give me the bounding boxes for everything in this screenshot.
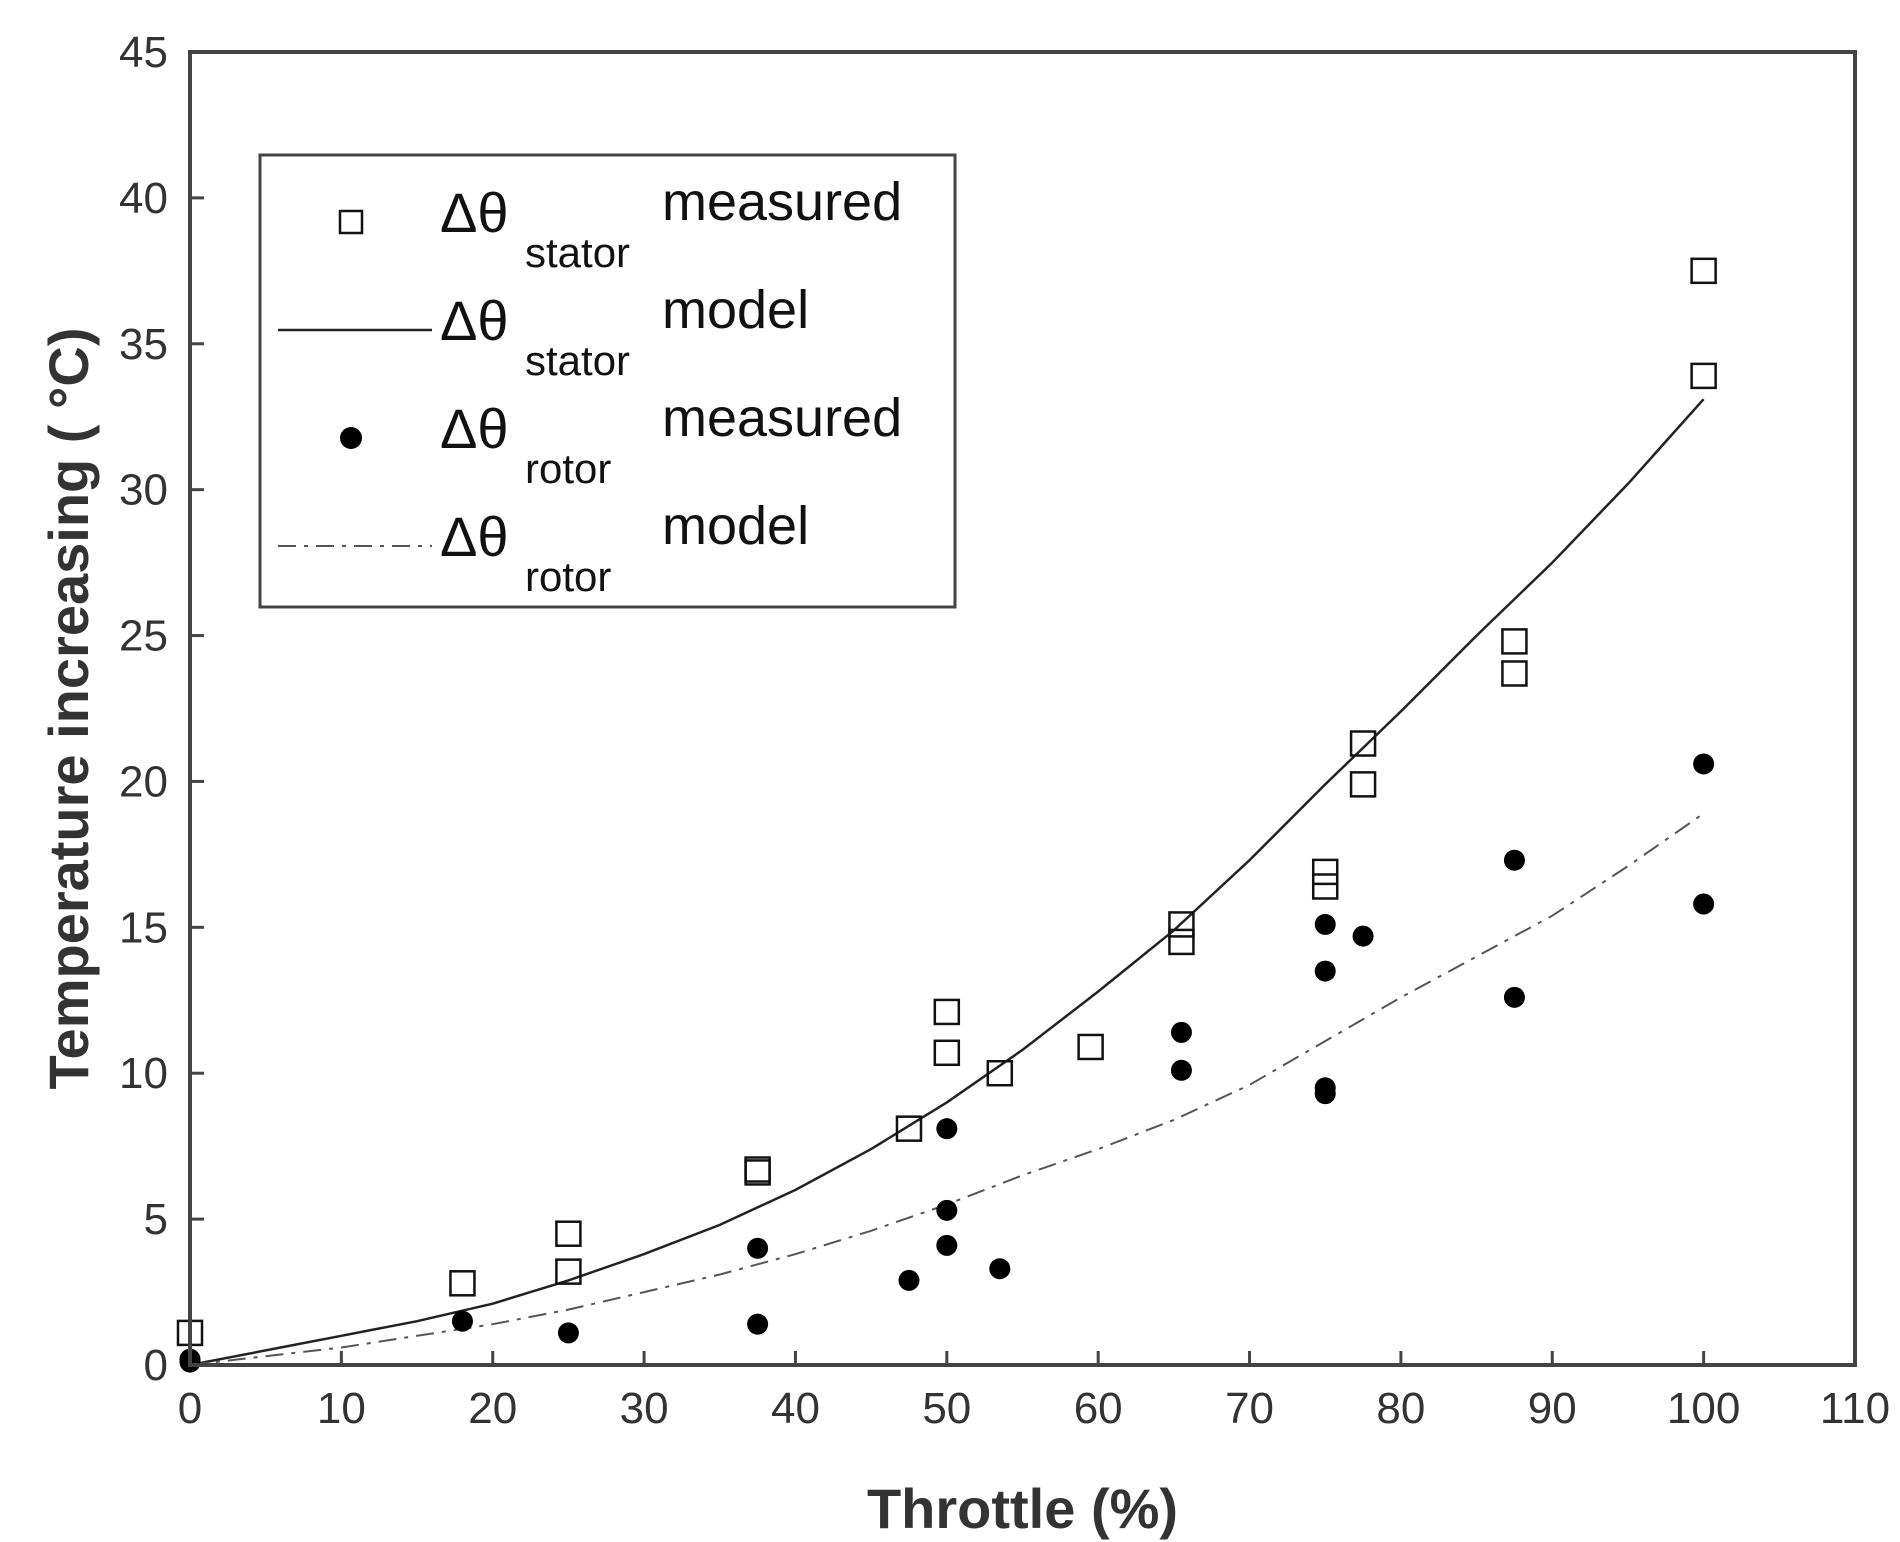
x-tick-label: 60 [1074, 1384, 1123, 1433]
rotor-measured-point [1314, 960, 1336, 982]
stator-measured-point [1349, 771, 1377, 798]
legend-dot-marker [340, 427, 362, 449]
legend-symbol: Δθ [440, 505, 509, 568]
x-tick-label: 110 [1820, 1384, 1890, 1433]
rotor-measured-point [936, 1199, 958, 1221]
x-tick-label: 100 [1667, 1384, 1740, 1433]
stator-measured-point [933, 1039, 961, 1067]
rotor-measured-point [451, 1310, 473, 1332]
y-tick-label: 10 [119, 1049, 168, 1098]
x-tick-label: 70 [1225, 1384, 1274, 1433]
plot-frame [188, 50, 1857, 1367]
stator-measured-point [895, 1115, 923, 1142]
rotor-measured-point [747, 1237, 769, 1259]
y-tick-label: 25 [119, 612, 168, 661]
stator-measured-point [744, 1159, 771, 1186]
stator-measured-point [555, 1258, 582, 1285]
rotor-measured-point [1170, 1059, 1192, 1081]
rotor-measured-point [1352, 925, 1374, 947]
legend-symbol: Δθ [440, 397, 509, 460]
legend-suffix: measured [662, 172, 902, 232]
y-tick-label: 15 [119, 903, 168, 952]
tick-labels: 0 10 20 30 40 50 60 70 80 90 100 110 0 5 10 15 20 25 30 35 4… [119, 28, 1890, 1433]
legend-suffix: measured [662, 388, 902, 448]
rotor-measured-point [936, 1118, 958, 1140]
series-layer [176, 257, 1717, 1373]
stator-measured-point [1077, 1033, 1104, 1061]
stator-measured-point [1349, 730, 1377, 757]
stator-measured-point [1168, 928, 1195, 956]
legend-entry: Δθ stator model [278, 280, 809, 384]
stator-measured-point [1311, 858, 1339, 886]
legend-entry: Δθ stator measured [338, 172, 902, 276]
rotor-measured-point [936, 1234, 958, 1256]
stator-measured-point [1501, 660, 1528, 687]
rotor-measured-point [1503, 986, 1525, 1008]
rotor-measured-point [747, 1313, 769, 1335]
x-tick-label: 50 [922, 1384, 971, 1433]
stator-measured-point [1311, 873, 1339, 900]
stator-measured-point [449, 1270, 476, 1297]
legend-square-marker [338, 209, 364, 235]
rotor-measured-point [1693, 893, 1715, 915]
y-tick-label: 40 [119, 174, 168, 223]
legend-suffix: model [662, 496, 809, 556]
rotor-measured-point [1170, 1021, 1192, 1043]
rotor-measured-point [1503, 849, 1525, 871]
x-tick-label: 0 [178, 1384, 202, 1433]
x-tick-label: 40 [771, 1384, 820, 1433]
stator-model-line [189, 398, 1705, 1367]
y-tick-label: 5 [144, 1195, 168, 1244]
x-tick-label: 90 [1528, 1384, 1577, 1433]
rotor-measured-point [989, 1258, 1011, 1280]
y-axis-title: Temperature increasing ( °C) [37, 328, 100, 1090]
y-tick-label: 45 [119, 28, 168, 77]
x-tick-label: 30 [620, 1384, 669, 1433]
stator-measured-point [555, 1220, 582, 1247]
stator-measured-point [986, 1059, 1014, 1087]
legend-subscript: stator [525, 229, 630, 276]
legend-box [258, 153, 957, 609]
y-tick-label: 20 [119, 757, 168, 806]
legend-subscript: rotor [525, 445, 611, 492]
y-tick-label: 35 [119, 320, 168, 369]
stator-measured-point [1690, 257, 1717, 285]
x-tick-label: 20 [468, 1384, 517, 1433]
y-tick-label: 0 [144, 1341, 168, 1390]
rotor-measured-point [1693, 753, 1715, 775]
rotor-measured-point [1314, 913, 1336, 935]
legend-suffix: model [662, 280, 809, 340]
rotor-measured-point [1314, 1083, 1336, 1105]
legend-subscript: stator [525, 337, 630, 384]
stator-measured-point [1168, 911, 1195, 938]
legend-symbol: Δθ [440, 289, 509, 352]
x-axis-title: Throttle (%) [867, 1477, 1178, 1540]
legend: ΔθstatormeasuredΔθstatormodelΔθrotormeas… [258, 153, 957, 609]
legend-symbol: Δθ [440, 181, 509, 244]
x-tick-label: 80 [1376, 1384, 1425, 1433]
y-tick-label: 30 [119, 466, 168, 515]
stator-measured-point [1690, 362, 1717, 390]
stator-measured-point [933, 998, 961, 1026]
x-tick-label: 10 [317, 1384, 366, 1433]
rotor-measured-point [557, 1322, 579, 1344]
stator-measured-point [1501, 628, 1528, 655]
rotor-measured-point [898, 1269, 920, 1291]
legend-subscript: rotor [525, 553, 611, 600]
